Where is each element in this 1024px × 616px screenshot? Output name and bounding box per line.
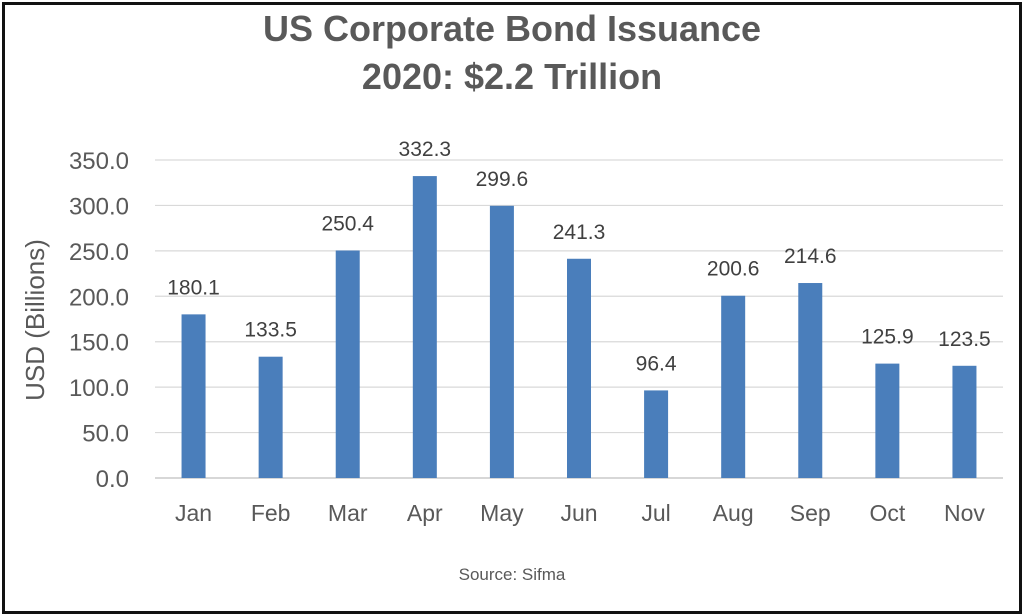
x-tick-label: May <box>480 500 524 526</box>
bar-apr <box>412 176 437 478</box>
source-note: Source: Sifma <box>458 565 566 584</box>
y-tick-label: 50.0 <box>82 421 129 448</box>
x-tick-label: Sep <box>790 500 831 526</box>
x-tick-label: Oct <box>869 500 905 526</box>
x-tick-label: Jan <box>175 500 212 526</box>
data-label: 200.6 <box>707 258 760 281</box>
chart-title-line-2: 2020: $2.2 Trillion <box>361 56 663 97</box>
y-tick-label: 100.0 <box>69 375 129 402</box>
x-tick-label: Apr <box>407 500 443 526</box>
bar-jul <box>644 390 669 478</box>
chart-title-line-1: US Corporate Bond Issuance <box>262 8 762 49</box>
data-label: 133.5 <box>244 319 297 342</box>
x-tick-label: Jul <box>641 500 670 526</box>
x-tick-label: Feb <box>251 500 291 526</box>
bar-feb <box>258 356 283 478</box>
data-label: 125.9 <box>861 326 914 349</box>
data-label: 241.3 <box>553 221 606 244</box>
data-label: 299.6 <box>476 168 529 191</box>
y-tick-label: 250.0 <box>69 239 129 266</box>
x-tick-label: Jun <box>560 500 597 526</box>
x-tick-label: Nov <box>944 500 985 526</box>
y-tick-label: 350.0 <box>69 148 129 175</box>
bar-jun <box>567 258 591 478</box>
bar-jan <box>181 314 206 478</box>
bars <box>181 176 977 479</box>
y-tick-label: 200.0 <box>69 284 129 311</box>
y-axis-label: USD (Billions) <box>20 239 50 401</box>
x-axis-labels: Jan Feb Mar Apr May Jun Jul Aug Sep Oct Nov <box>175 500 985 526</box>
y-tick-label: 150.0 <box>69 330 129 357</box>
bar-sep <box>798 283 823 478</box>
bar-mar <box>335 250 360 478</box>
bar-nov <box>952 365 977 478</box>
data-label: 123.5 <box>938 328 991 351</box>
data-label: 332.3 <box>399 138 452 161</box>
data-label: 214.6 <box>784 245 837 268</box>
data-label: 250.4 <box>321 212 374 235</box>
bar-may <box>489 205 514 479</box>
bar-oct <box>875 363 900 478</box>
x-tick-label: Aug <box>713 500 754 526</box>
data-label: 180.1 <box>167 276 220 299</box>
y-tick-label: 0.0 <box>96 466 129 493</box>
bar-aug <box>721 295 746 478</box>
data-label: 96.4 <box>636 352 677 375</box>
y-axis-ticks: 0.0 50.0 100.0 150.0 200.0 250.0 300.0 350.0 <box>69 148 129 493</box>
data-labels: 180.1 133.5 250.4 332.3 299.6 241.3 96.4 200.6 2… <box>167 138 990 375</box>
y-tick-label: 300.0 <box>69 193 129 220</box>
x-tick-label: Mar <box>328 500 368 526</box>
